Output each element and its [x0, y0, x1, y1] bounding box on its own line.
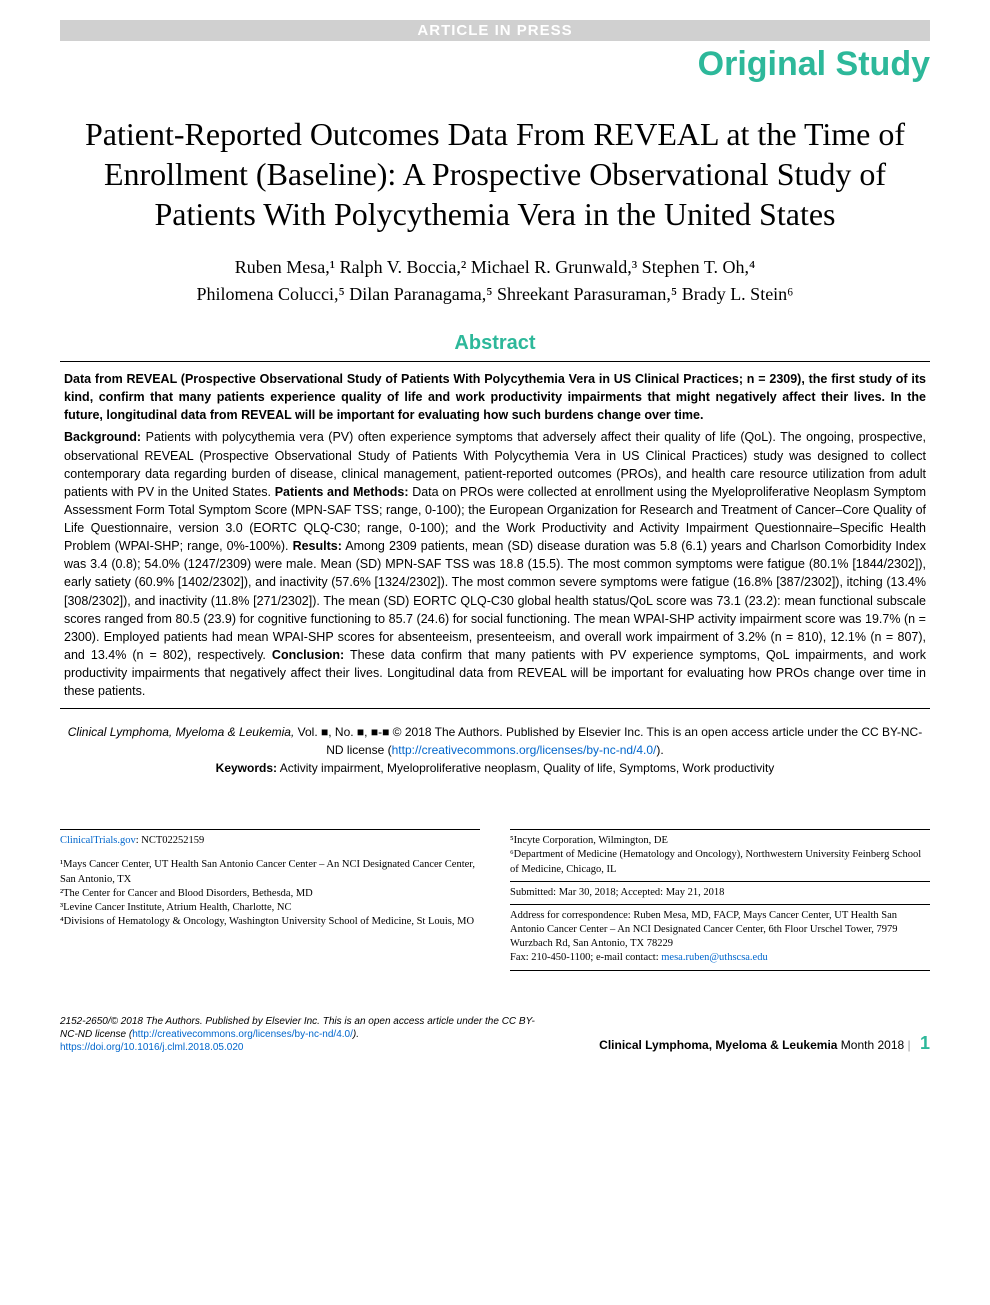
email-link[interactable]: mesa.ruben@uthscsa.edu — [661, 952, 767, 963]
footer-close: ). — [353, 1029, 359, 1040]
doi-link[interactable]: https://doi.org/10.1016/j.clml.2018.05.0… — [60, 1042, 243, 1053]
divider — [60, 829, 480, 830]
affiliation-5: ⁵Incyte Corporation, Wilmington, DE — [510, 834, 930, 848]
correspondence-contact: Fax: 210-450-1100; e-mail contact: mesa.… — [510, 951, 930, 965]
keywords-text: Activity impairment, Myeloproliferative … — [277, 761, 774, 775]
authors-block: Ruben Mesa,¹ Ralph V. Boccia,² Michael R… — [60, 254, 930, 308]
footer-right-col: ⁵Incyte Corporation, Wilmington, DE ⁶Dep… — [510, 825, 930, 974]
footer-license-link[interactable]: http://creativecommons.org/licenses/by-n… — [132, 1029, 353, 1040]
article-title: Patient-Reported Outcomes Data From REVE… — [60, 114, 930, 234]
license-link[interactable]: http://creativecommons.org/licenses/by-n… — [392, 743, 657, 757]
submission-dates: Submitted: Mar 30, 2018; Accepted: May 2… — [510, 886, 930, 900]
clinicaltrials-link[interactable]: ClinicalTrials.gov — [60, 835, 136, 846]
footer-month: Month 2018 — [837, 1038, 904, 1052]
citation-line: Clinical Lymphoma, Myeloma & Leukemia, V… — [60, 723, 930, 759]
footer-columns: ClinicalTrials.gov: NCT02252159 ¹Mays Ca… — [60, 825, 930, 974]
authors-line-1: Ruben Mesa,¹ Ralph V. Boccia,² Michael R… — [60, 254, 930, 281]
results-text: Among 2309 patients, mean (SD) disease d… — [64, 539, 926, 662]
footer-left-col: ClinicalTrials.gov: NCT02252159 ¹Mays Ca… — [60, 825, 480, 974]
footer-journal-name: Clinical Lymphoma, Myeloma & Leukemia — [599, 1038, 837, 1052]
fax-text: Fax: 210-450-1100; e-mail contact: — [510, 952, 661, 963]
authors-line-2: Philomena Colucci,⁵ Dilan Paranagama,⁵ S… — [60, 281, 930, 308]
article-in-press-banner: ARTICLE IN PRESS — [60, 20, 930, 41]
conclusion-label: Conclusion: — [272, 648, 344, 662]
background-label: Background: — [64, 430, 141, 444]
citation-close: ). — [656, 743, 663, 757]
keywords-line: Keywords: Activity impairment, Myeloprol… — [60, 761, 930, 775]
trial-id: : NCT02252159 — [136, 835, 205, 846]
divider — [510, 881, 930, 882]
abstract-body: Background: Patients with polycythemia v… — [64, 428, 926, 700]
abstract-heading: Abstract — [60, 332, 930, 355]
divider — [510, 829, 930, 830]
abstract-lead: Data from REVEAL (Prospective Observatio… — [64, 370, 926, 424]
footer-journal: Clinical Lymphoma, Myeloma & Leukemia Mo… — [599, 1033, 930, 1054]
methods-label: Patients and Methods: — [275, 485, 409, 499]
results-label: Results: — [293, 539, 342, 553]
keywords-label: Keywords: — [216, 761, 277, 775]
abstract-box: Data from REVEAL (Prospective Observatio… — [60, 361, 930, 709]
page-footer: 2152-2650/© 2018 The Authors. Published … — [60, 1015, 930, 1054]
trial-registry: ClinicalTrials.gov: NCT02252159 — [60, 834, 480, 848]
journal-name: Clinical Lymphoma, Myeloma & Leukemia, — [68, 725, 295, 739]
divider — [510, 904, 930, 905]
footer-copyright: 2152-2650/© 2018 The Authors. Published … — [60, 1015, 539, 1054]
affiliation-1: ¹Mays Cancer Center, UT Health San Anton… — [60, 858, 480, 886]
affiliation-2: ²The Center for Cancer and Blood Disorde… — [60, 887, 480, 901]
affiliation-4: ⁴Divisions of Hematology & Oncology, Was… — [60, 915, 480, 929]
section-label: Original Study — [60, 45, 930, 84]
affiliation-3: ³Levine Cancer Institute, Atrium Health,… — [60, 901, 480, 915]
page-number: 1 — [920, 1033, 930, 1053]
divider — [510, 970, 930, 971]
affiliation-6: ⁶Department of Medicine (Hematology and … — [510, 848, 930, 876]
correspondence-address: Address for correspondence: Ruben Mesa, … — [510, 909, 930, 952]
